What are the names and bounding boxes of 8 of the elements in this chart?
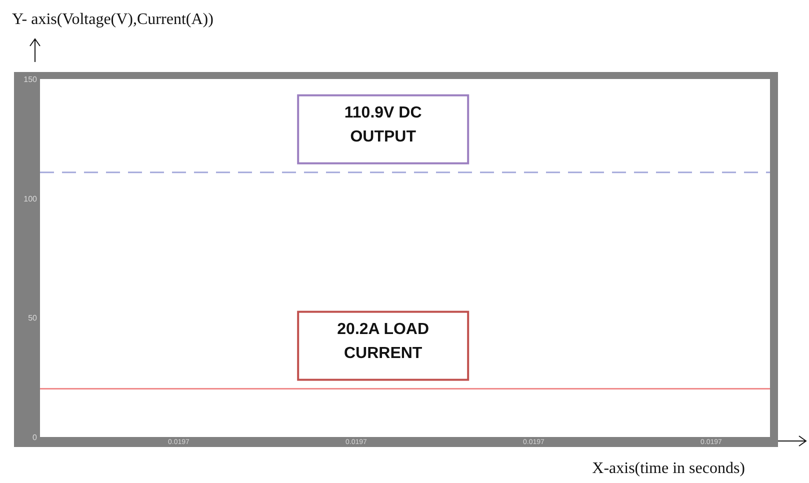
ref-line-label: 110.9V DC OUTPUT xyxy=(344,104,422,146)
y-tick-label: 0 xyxy=(32,433,38,442)
y-tick-label: 150 xyxy=(24,75,38,84)
y-tick-label: 50 xyxy=(28,314,38,323)
y-axis-title: Y- axis(Voltage(V),Current(A)) xyxy=(12,11,214,28)
x-axis-title: X-axis(time in seconds) xyxy=(592,460,745,477)
ref-line-label: 20.2A LOAD CURRENT xyxy=(337,320,430,362)
y-tick-label: 100 xyxy=(24,194,38,204)
